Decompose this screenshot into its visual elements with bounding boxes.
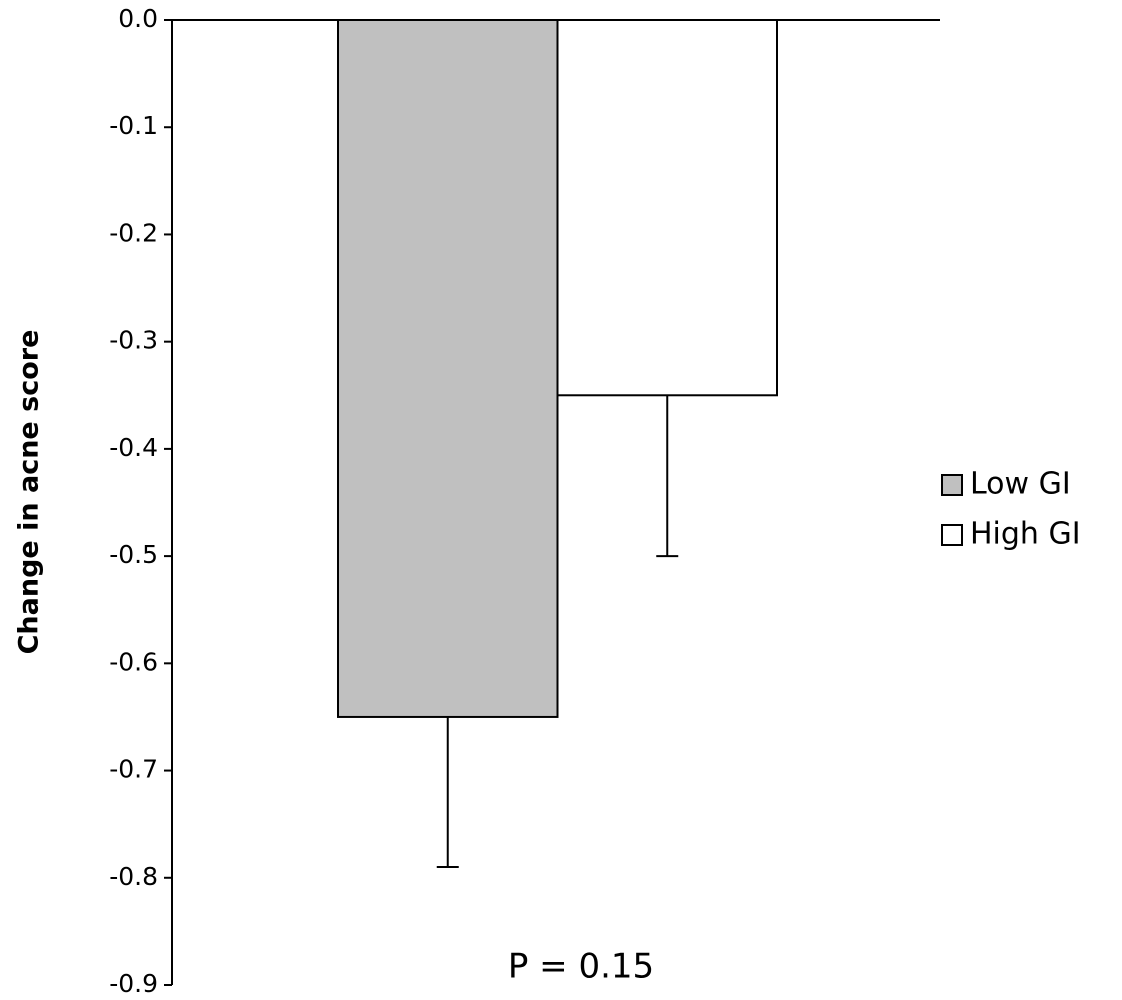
- legend-swatch: [941, 524, 963, 546]
- y-tick-label: -0.1: [109, 111, 158, 140]
- annotation: P = 0.15: [508, 947, 654, 987]
- y-tick-label: -0.8: [109, 862, 158, 891]
- y-axis-label: Change in acne score: [14, 330, 45, 655]
- bar: [556, 19, 778, 397]
- y-tick-label: -0.4: [109, 433, 158, 462]
- y-tick-label: -0.3: [109, 326, 158, 355]
- y-tick-label: 0.0: [118, 4, 158, 33]
- y-tick-label: -0.7: [109, 755, 158, 784]
- legend-label: Low GI: [970, 467, 1071, 502]
- y-tick-label: -0.2: [109, 218, 158, 247]
- bar: [337, 19, 559, 718]
- y-tick-label: -0.6: [109, 647, 158, 676]
- legend-swatch: [941, 474, 963, 496]
- y-tick-label: -0.9: [109, 969, 158, 998]
- legend-label: High GI: [970, 517, 1081, 552]
- y-tick-label: -0.5: [109, 540, 158, 569]
